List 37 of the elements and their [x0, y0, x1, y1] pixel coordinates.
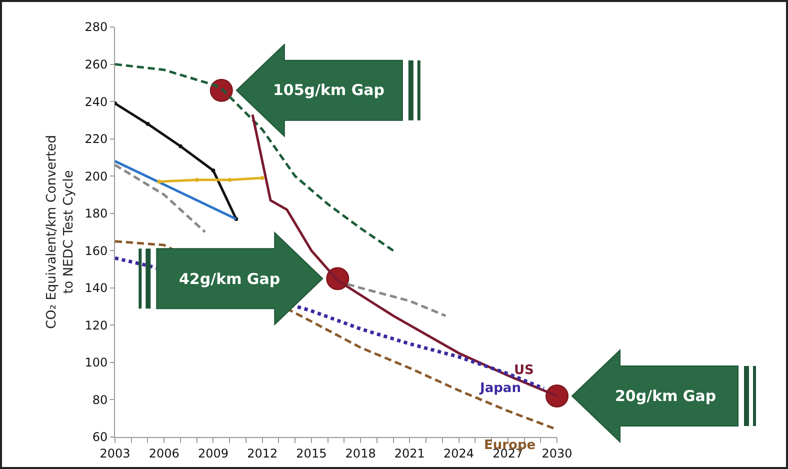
- y-tick-label: 60: [92, 430, 108, 444]
- point: [178, 144, 182, 148]
- point: [146, 122, 150, 126]
- text: 20g/km Gap: [615, 387, 716, 405]
- point: [228, 178, 232, 182]
- point: [260, 176, 264, 180]
- series-label: Japan: [479, 381, 521, 396]
- y-tick-label: 200: [84, 169, 108, 184]
- point: [546, 384, 568, 408]
- annotation: 42g/km Gap: [179, 270, 280, 288]
- x-tick-label: 2030: [542, 446, 572, 460]
- x-tick-label: 2018: [345, 446, 376, 460]
- x-tick-label: 2006: [148, 446, 180, 460]
- y-tick-label: 120: [84, 318, 108, 332]
- annotation: 105g/km Gap: [273, 81, 385, 99]
- y-tick-label: 100: [84, 356, 108, 370]
- series-label: US: [514, 363, 534, 378]
- y-tick-label: 240: [84, 94, 108, 109]
- x-tick-label: 2012: [247, 446, 278, 460]
- y-tick-label: 180: [84, 206, 108, 221]
- point: [157, 180, 162, 184]
- y-tick-label: 220: [84, 132, 108, 146]
- line-series: [115, 63, 395, 252]
- x-tick-label: 2003: [100, 446, 130, 460]
- point: [194, 178, 199, 182]
- y-tick-label: 160: [84, 244, 108, 258]
- point: [211, 168, 216, 172]
- y-axis-title: CO₂ Equivalent/km Converted to NEDC Test Cycle: [44, 135, 77, 329]
- y-tick-label: 80: [92, 392, 108, 407]
- x-tick-label: 2021: [394, 446, 425, 460]
- y-tick-label: 260: [84, 57, 108, 72]
- y-tick-label: 140: [84, 281, 108, 296]
- y-tick-label: 280: [84, 20, 108, 34]
- point: [210, 78, 233, 102]
- x-tick-label: 2009: [198, 446, 228, 460]
- x-tick-label: 2015: [296, 446, 327, 460]
- x-tick-label: 2024: [444, 446, 474, 460]
